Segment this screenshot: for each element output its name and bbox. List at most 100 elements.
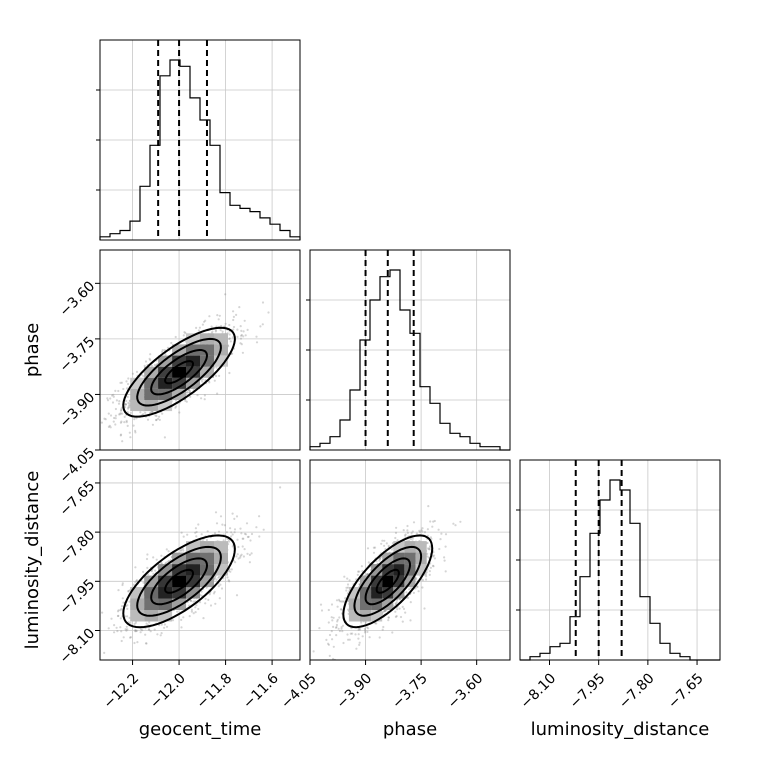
scatter-point: [211, 330, 214, 333]
scatter-point: [421, 527, 424, 530]
scatter-point: [161, 350, 164, 353]
scatter-point: [160, 632, 163, 635]
scatter-point: [119, 609, 122, 612]
scatter-point: [427, 505, 430, 508]
scatter-point: [387, 616, 390, 619]
scatter-point: [219, 515, 223, 518]
scatter-point: [444, 533, 448, 536]
scatter-point: [331, 638, 334, 641]
scatter-point: [351, 632, 354, 635]
scatter-point: [181, 547, 184, 550]
scatter-point: [236, 335, 239, 338]
density-cell: [130, 400, 145, 412]
scatter-point: [233, 528, 237, 531]
density-cell: [172, 575, 187, 588]
density-cell: [382, 587, 394, 599]
scatter-point: [188, 389, 191, 392]
scatter-point: [410, 587, 413, 590]
scatter-point: [404, 533, 407, 536]
scatter-point: [179, 549, 182, 552]
scatter-point: [358, 627, 361, 630]
scatter-point: [398, 598, 401, 601]
scatter-point: [232, 310, 235, 313]
scatter-point: [133, 418, 136, 421]
scatter-point: [347, 608, 350, 611]
scatter-point: [432, 555, 435, 558]
density-cell: [172, 355, 187, 367]
scatter-point: [154, 569, 157, 572]
scatter-point: [111, 401, 115, 404]
scatter-point: [240, 333, 243, 337]
density-cell: [214, 541, 228, 553]
scatter-point: [185, 391, 188, 394]
scatter-point: [433, 557, 436, 560]
scatter-point: [243, 548, 246, 551]
scatter-point: [240, 329, 243, 332]
density-cell: [158, 400, 173, 412]
scatter-point: [127, 377, 130, 380]
density-cell: [130, 377, 145, 389]
density-cell: [393, 587, 405, 599]
scatter-point: [208, 315, 211, 318]
scatter-point: [101, 611, 104, 614]
scatter-point: [328, 654, 331, 658]
scatter-point: [431, 525, 434, 528]
scatter-point: [404, 611, 407, 614]
scatter-point: [357, 570, 360, 573]
scatter-point: [123, 415, 126, 418]
scatter-point: [214, 602, 217, 605]
scatter-point: [201, 380, 204, 383]
scatter-point: [383, 610, 386, 613]
contour-level-4: [342, 534, 434, 629]
scatter-point: [113, 624, 116, 627]
scatter-point: [185, 400, 188, 403]
scatter-point: [225, 531, 228, 534]
scatter-point: [119, 421, 122, 424]
scatter-point: [203, 394, 206, 397]
scatter-point: [423, 531, 427, 534]
contour-level-4: [122, 534, 236, 629]
scatter-point: [255, 341, 259, 344]
density-cell: [144, 377, 159, 389]
scatter-point: [204, 602, 207, 605]
scatter-point: [327, 608, 330, 612]
scatter-point: [228, 323, 231, 327]
density-cell: [158, 388, 173, 400]
scatter-point: [229, 340, 232, 343]
density-cell: [158, 587, 173, 599]
scatter-point: [378, 557, 381, 560]
scatter-point: [358, 641, 361, 644]
scatter-point: [160, 554, 163, 557]
scatter-point: [117, 389, 120, 393]
scatter-point: [228, 337, 231, 341]
scatter-point: [415, 532, 418, 535]
scatter-point: [366, 573, 369, 576]
scatter-point: [163, 436, 166, 439]
scatter-point: [428, 570, 431, 573]
scatter-point: [139, 631, 142, 634]
scatter-point: [161, 349, 164, 352]
scatter-point: [361, 635, 364, 638]
density-cell: [393, 541, 405, 553]
scatter-point: [110, 617, 113, 620]
scatter-point: [248, 561, 251, 564]
scatter-point: [355, 647, 358, 650]
scatter-point: [341, 630, 344, 633]
scatter-point: [366, 547, 370, 550]
scatter-point: [124, 403, 127, 406]
scatter-point: [227, 579, 230, 582]
scatter-point: [157, 417, 160, 420]
scatter-point: [428, 548, 431, 551]
scatter-point: [180, 548, 183, 551]
scatter-point: [406, 524, 409, 528]
contour-level-1: [164, 568, 194, 594]
scatter-point: [220, 587, 224, 590]
scatter-panel-phase-luminosity_distance: [309, 459, 511, 661]
scatter-point: [125, 421, 128, 424]
scatter-point: [312, 650, 315, 653]
scatter-point: [339, 608, 342, 611]
scatter-point: [182, 535, 185, 538]
scatter-point: [155, 414, 158, 418]
scatter-point: [245, 522, 249, 525]
scatter-point: [189, 599, 193, 603]
